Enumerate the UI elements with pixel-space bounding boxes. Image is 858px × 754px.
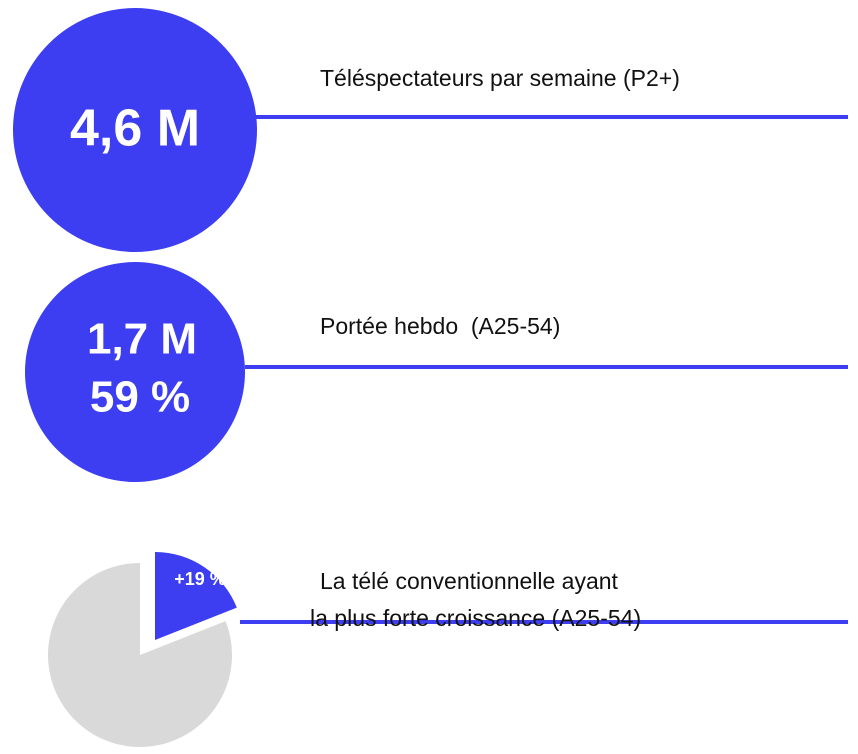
slice-label: +19 %: [174, 569, 226, 589]
label: la plus forte croissance (A25-54): [310, 605, 641, 631]
pie-rest: [47, 563, 232, 748]
pie-slice: [155, 552, 237, 640]
label: La télé conventionnelle ayant: [320, 568, 619, 594]
label: Portée hebdo (A25-54): [320, 313, 560, 339]
figure: 1,7 M: [87, 315, 197, 364]
figure-circle: [25, 262, 245, 482]
figure-circle: [13, 8, 257, 252]
figure: 59 %: [90, 373, 190, 422]
figure: 4,6 M: [70, 100, 200, 158]
label: Téléspectateurs par semaine (P2+): [320, 65, 680, 91]
pie: +19 %: [47, 552, 237, 748]
